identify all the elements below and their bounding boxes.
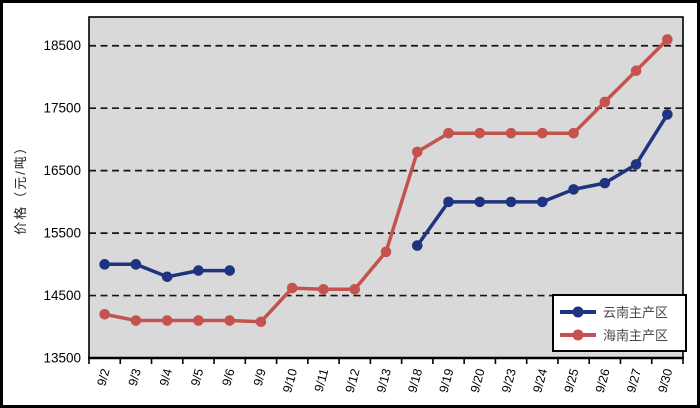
y-tick-label: 16500 (43, 163, 81, 178)
x-tick-label: 9/11 (312, 367, 332, 393)
x-tick-label: 9/3 (126, 367, 144, 387)
legend-item-hainan: 海南主产区 (560, 325, 679, 344)
x-tick-label: 9/18 (405, 367, 425, 394)
y-tick-label: 13500 (43, 351, 81, 366)
data-point-marker (380, 246, 392, 258)
data-point-marker (99, 259, 110, 270)
y-tick-label: 17500 (43, 101, 81, 116)
data-point-marker (443, 196, 454, 208)
x-tick-label: 9/27 (624, 367, 644, 394)
x-tick-label: 9/9 (251, 367, 269, 387)
data-point-marker (599, 96, 611, 108)
chart-canvas: 13500 14500 15500 16500 17500 18500 9/2 9/3 9/4 9… (13, 16, 684, 394)
x-tick-label: 9/19 (437, 367, 457, 394)
data-point-marker (224, 315, 235, 326)
legend-line-marker-icon (560, 329, 596, 340)
y-axis-title: 价格（元/吨） (13, 139, 28, 235)
y-tick-label: 18500 (43, 38, 81, 53)
x-tick-label: 9/24 (530, 367, 550, 394)
x-tick-label: 9/25 (562, 367, 582, 394)
data-point-marker (318, 284, 329, 295)
data-point-marker (130, 315, 142, 326)
data-point-marker (568, 184, 579, 195)
data-point-marker (599, 177, 611, 189)
data-point-marker (130, 259, 142, 270)
legend-line-marker-icon (560, 306, 596, 317)
x-tick-label: 9/2 (95, 367, 113, 387)
y-tick-label: 14500 (43, 288, 81, 303)
data-point-marker (537, 127, 548, 139)
x-tick-label: 9/26 (593, 367, 613, 394)
x-tick-label: 9/23 (499, 367, 519, 394)
data-point-marker (662, 109, 673, 120)
y-tick-label: 15500 (43, 226, 81, 241)
data-point-marker (443, 127, 454, 139)
x-tick-label: 9/4 (157, 367, 175, 387)
x-tick-label: 9/6 (220, 367, 238, 387)
legend-label-yunnan: 云南主产区 (603, 305, 669, 320)
x-tick-label: 9/20 (468, 367, 488, 394)
data-point-marker (474, 127, 486, 139)
x-tick-label: 9/12 (343, 367, 363, 394)
x-tick-label: 9/5 (188, 367, 206, 387)
data-point-marker (193, 315, 204, 326)
data-point-marker (411, 240, 423, 251)
data-point-marker (99, 308, 110, 320)
data-point-marker (161, 271, 173, 283)
data-point-marker (662, 34, 673, 45)
data-point-marker (568, 127, 579, 139)
x-tick-label: 9/13 (374, 367, 394, 394)
data-point-marker (349, 284, 361, 295)
data-point-marker (505, 196, 517, 208)
legend-item-yunnan: 云南主产区 (560, 302, 679, 321)
x-tick-label: 9/10 (280, 367, 300, 394)
legend: 云南主产区 海南主产区 (552, 294, 687, 352)
data-point-marker (255, 316, 267, 328)
legend-label-hainan: 海南主产区 (603, 328, 669, 343)
data-point-marker (474, 196, 486, 208)
data-point-marker (630, 159, 642, 170)
data-point-marker (286, 282, 298, 294)
data-point-marker (193, 265, 204, 276)
data-point-marker (161, 315, 173, 326)
data-point-marker (630, 65, 642, 77)
data-point-marker (537, 196, 548, 208)
data-point-marker (224, 265, 235, 276)
data-point-marker (411, 146, 423, 158)
x-tick-label: 9/30 (655, 367, 675, 394)
data-point-marker (505, 127, 517, 139)
